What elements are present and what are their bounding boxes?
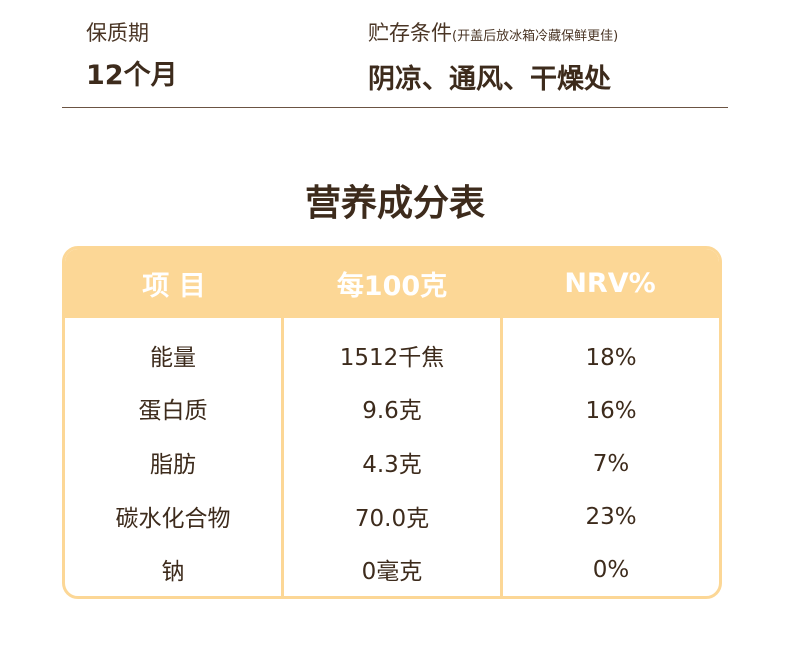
storage-block: 贮存条件(开盖后放冰箱冷藏保鲜更佳) 阴凉、通风、干燥处 — [368, 18, 618, 100]
table-cell-item: 碳水化合物 — [115, 505, 231, 532]
nutrition-table: 项 目 每100克 NRV% 能量 蛋白质 脂肪 碳水化合物 钠 1512千焦 … — [62, 246, 722, 599]
table-cell-nrv: 23% — [585, 503, 637, 530]
table-cell-item: 能量 — [150, 344, 196, 371]
header-per100g: 每100克 — [336, 271, 448, 302]
storage-note: (开盖后放冰箱冷藏保鲜更佳) — [452, 29, 619, 44]
header-nrv: NRV% — [564, 268, 656, 299]
table-cell-per100g: 0毫克 — [361, 559, 423, 586]
table-cell-item: 脂肪 — [150, 451, 196, 478]
table-body: 能量 蛋白质 脂肪 碳水化合物 钠 1512千焦 9.6克 4.3克 70.0克… — [65, 318, 719, 596]
table-cell-per100g: 4.3克 — [362, 451, 422, 478]
per100g-column: 1512千焦 9.6克 4.3克 70.0克 0毫克 — [281, 318, 500, 596]
table-cell-per100g: 9.6克 — [362, 398, 422, 425]
header-item: 项 目 — [142, 271, 206, 302]
storage-label: 贮存条件 — [368, 21, 452, 45]
nutrition-title: 营养成分表 — [304, 183, 485, 224]
table-cell-nrv: 0% — [592, 556, 630, 583]
nrv-column: 18% 16% 7% 23% 0% — [500, 318, 719, 596]
shelf-life-value: 12个月 — [86, 60, 178, 91]
storage-label-row: 贮存条件(开盖后放冰箱冷藏保鲜更佳) — [368, 18, 618, 52]
table-cell-nrv: 7% — [592, 450, 630, 477]
item-column: 能量 蛋白质 脂肪 碳水化合物 钠 — [65, 318, 281, 596]
table-cell-item: 蛋白质 — [138, 398, 208, 425]
shelf-life-block: 保质期 12个月 — [86, 18, 178, 96]
table-header: 项 目 每100克 NRV% — [65, 249, 719, 318]
table-cell-per100g: 1512千焦 — [339, 344, 445, 371]
divider — [62, 107, 728, 108]
table-cell-nrv: 16% — [585, 397, 637, 424]
shelf-life-label: 保质期 — [86, 21, 149, 45]
table-cell-per100g: 70.0克 — [354, 505, 430, 532]
table-cell-item: 钠 — [161, 559, 185, 586]
storage-value: 阴凉、通风、干燥处 — [368, 64, 611, 95]
table-cell-nrv: 18% — [585, 344, 637, 371]
